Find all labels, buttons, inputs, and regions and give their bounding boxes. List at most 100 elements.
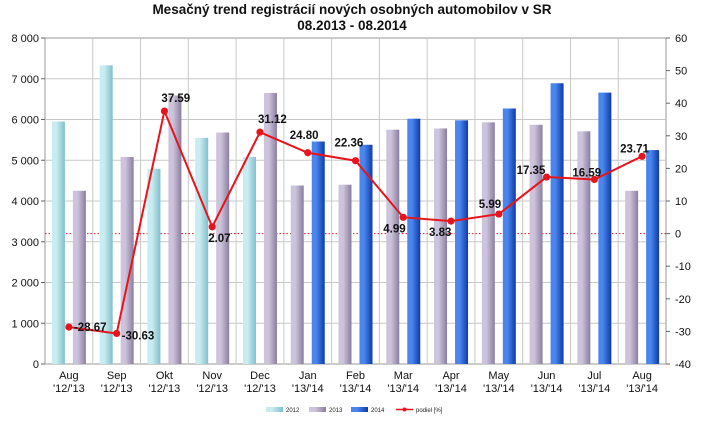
right-axis-tick-label: -30 (675, 326, 691, 338)
left-axis-tick-label: 1 000 (11, 318, 39, 330)
right-axis-tick-label: 30 (675, 131, 687, 143)
x-axis-label-period: '12/'13 (53, 383, 85, 395)
x-axis-label-period: '12/'13 (101, 383, 133, 395)
bar-2013-3 (216, 132, 230, 364)
right-axis-tick-label: 50 (675, 66, 687, 78)
bar-2014-11 (598, 92, 612, 364)
x-axis-label-period: '12/'13 (149, 383, 181, 395)
podiel-point (113, 329, 121, 338)
podiel-data-label: 4.99 (383, 223, 405, 235)
bar-2013-6 (338, 184, 352, 364)
bar-2013-12 (625, 190, 639, 364)
bar-2014-12 (646, 150, 660, 364)
podiel-point (542, 173, 551, 181)
x-axis-label-month: Aug (59, 370, 79, 382)
left-axis-tick-label: 4 000 (11, 196, 39, 208)
x-axis-label-period: '13/'14 (531, 383, 563, 395)
x-axis-label-month: Dec (250, 370, 270, 382)
legend-label: podiel [%] (416, 408, 443, 414)
bar-2012-4 (242, 156, 256, 364)
podiel-data-label: -30.63 (122, 330, 155, 342)
bar-2013-4 (263, 93, 277, 364)
bar-2013-5 (290, 185, 304, 364)
legend-label: 2012 (286, 408, 300, 414)
chart-subtitle: 08.2013 - 08.2014 (297, 18, 407, 33)
podiel-data-label: 24.80 (290, 130, 319, 142)
podiel-point (399, 213, 407, 221)
x-axis-label-period: '13/'14 (435, 383, 467, 395)
podiel-point (495, 210, 503, 218)
x-axis-label-month: Aug (632, 370, 652, 382)
podiel-data-label: 2.07 (208, 233, 230, 245)
bar-2013-0 (72, 190, 86, 364)
bar-2012-1 (99, 65, 113, 365)
bar-2014-5 (311, 141, 325, 364)
bar-2013-10 (529, 124, 543, 364)
podiel-point (590, 175, 598, 184)
legend-swatch (351, 407, 368, 412)
legend-swatch (309, 407, 326, 412)
bar-2014-6 (359, 144, 373, 364)
podiel-data-label: 5.99 (479, 199, 501, 211)
bar-2014-9 (502, 108, 516, 364)
right-axis-tick-label: -10 (675, 261, 691, 273)
bar-2012-3 (195, 137, 209, 364)
x-axis-label-period: '13/'14 (626, 383, 658, 395)
podiel-point (638, 152, 646, 160)
x-axis-label-month: May (488, 370, 509, 382)
bar-2012-0 (51, 121, 65, 364)
podiel-point (65, 323, 73, 331)
x-axis-label-period: '12/'13 (244, 383, 276, 395)
podiel-data-label: -28.67 (74, 322, 107, 334)
bar-2013-11 (577, 131, 591, 364)
podiel-point (160, 107, 169, 115)
bar-2013-8 (434, 128, 448, 364)
x-axis-label-period: '13/'14 (578, 383, 610, 395)
x-axis-label-period: '13/'14 (387, 383, 419, 395)
right-axis-tick-label: 0 (675, 229, 681, 241)
left-axis-tick-label: 2 000 (11, 278, 39, 290)
x-axis-label-month: Jul (587, 370, 601, 382)
podiel-data-label: 23.71 (620, 143, 649, 155)
podiel-point (256, 128, 264, 136)
x-axis-label-month: Nov (202, 370, 222, 382)
podiel-point (351, 157, 360, 165)
left-axis-tick-label: 6 000 (11, 115, 39, 127)
right-axis-tick-label: 40 (675, 98, 687, 110)
x-axis-label-month: Jun (538, 370, 556, 382)
legend-label: 2014 (371, 408, 385, 414)
bar-2014-7 (407, 118, 421, 364)
podiel-data-label: 17.35 (517, 165, 546, 177)
podiel-data-label: 37.59 (161, 93, 190, 105)
podiel-point (447, 217, 455, 225)
bar-2013-7 (386, 129, 400, 364)
right-axis-tick-label: -40 (675, 359, 691, 371)
right-axis-tick-label: 60 (675, 33, 687, 45)
x-axis-label-period: '13/'14 (340, 383, 372, 395)
right-axis-tick-label: -20 (675, 294, 691, 306)
podiel-point (208, 223, 216, 231)
legend-line-marker (402, 407, 407, 412)
bar-2012-2 (147, 168, 161, 364)
x-axis-label-period: '13/'14 (292, 383, 324, 395)
bar-2013-1 (120, 156, 134, 364)
left-axis-tick-label: 7 000 (11, 74, 39, 86)
legend-label: 2013 (329, 408, 343, 414)
bar-2013-2 (168, 95, 182, 365)
legend-swatch (266, 407, 283, 412)
bar-2013-9 (481, 122, 495, 364)
left-axis-tick-label: 8 000 (11, 33, 39, 45)
podiel-data-label: 16.59 (572, 168, 601, 180)
right-axis-tick-label: 20 (675, 163, 687, 175)
x-axis-label-month: Mar (394, 370, 413, 382)
podiel-data-label: 31.12 (258, 114, 287, 126)
x-axis-label-month: Okt (156, 370, 173, 382)
x-axis-label-month: Apr (442, 370, 459, 382)
bar-2014-8 (455, 120, 469, 364)
chart-title: Mesačný trend registrácií nových osobnýc… (152, 2, 552, 17)
bar-2014-10 (550, 83, 564, 365)
left-axis-tick-label: 5 000 (11, 155, 39, 167)
x-axis-label-month: Feb (346, 370, 365, 382)
x-axis-label-month: Sep (107, 370, 127, 382)
